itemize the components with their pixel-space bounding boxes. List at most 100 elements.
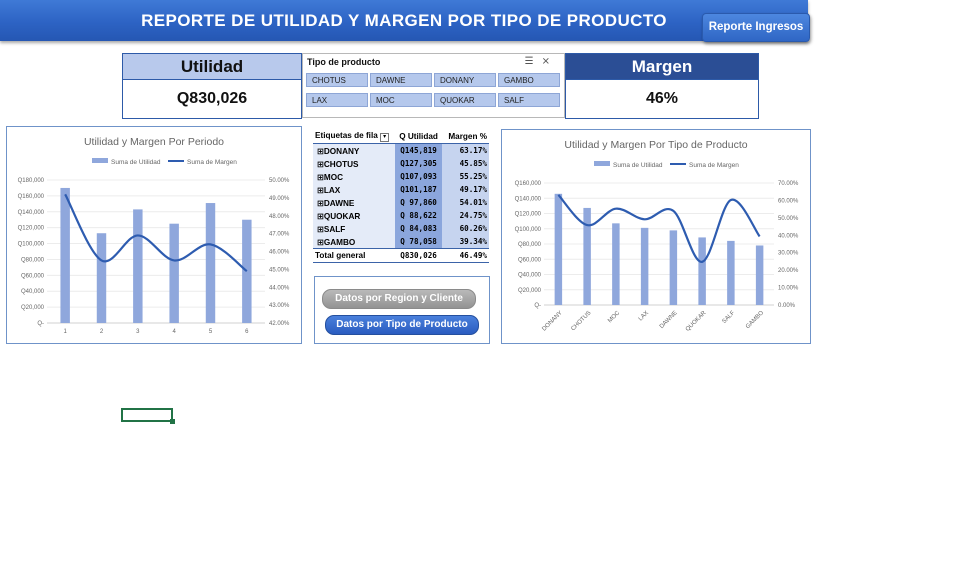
y-right-tick-label: 45.00% — [269, 267, 290, 273]
expand-icon[interactable]: ⊞ — [317, 211, 324, 221]
y-left-tick-label: Q- — [534, 303, 541, 309]
slicer-item-quokar[interactable]: QUOKAR — [434, 93, 496, 107]
table-row[interactable]: ⊞DAWNE Q 97,860 54.01% — [313, 196, 489, 209]
y-left-tick-label: Q180,000 — [18, 178, 45, 184]
expand-icon[interactable]: ⊞ — [317, 146, 324, 156]
y-left-tick-label: Q80,000 — [21, 257, 45, 263]
pivot-header-margen: Margen % — [442, 130, 489, 144]
y-left-tick-label: Q80,000 — [518, 242, 542, 248]
tipo-producto-slicer: Tipo de producto ☰⨯ CHOTUS DAWNE DONANY … — [302, 53, 565, 118]
y-right-tick-label: 43.00% — [269, 303, 290, 309]
x-tick-label: 6 — [245, 329, 249, 335]
x-tick-label: DONANY — [541, 310, 563, 332]
bar-gambo — [755, 245, 764, 305]
chart-tipo-svg: Utilidad y Margen Por Tipo de Producto Su… — [515, 139, 799, 333]
navigation-buttons-panel: Datos por Region y Cliente Datos por Tip… — [314, 276, 490, 344]
reporte-ingresos-button[interactable]: Reporte Ingresos — [702, 13, 810, 42]
x-tick-label: CHOTUS — [570, 310, 592, 332]
x-tick-label: DAWNE — [659, 310, 679, 330]
table-row[interactable]: ⊞CHOTUS Q127,305 45.85% — [313, 157, 489, 170]
y-left-tick-label: Q140,000 — [18, 210, 45, 216]
margen-kpi-label: Margen — [566, 54, 758, 80]
x-tick-label: SALF — [721, 310, 736, 325]
y-left-tick-label: Q40,000 — [518, 273, 542, 279]
legend-label-margen: Suma de Margen — [187, 159, 237, 166]
bar-3 — [133, 209, 143, 323]
y-right-tick-label: 42.00% — [269, 321, 290, 327]
slicer-item-donany[interactable]: DONANY — [434, 73, 496, 87]
y-left-tick-label: Q100,000 — [18, 242, 45, 248]
utilidad-kpi-value: Q830,026 — [176, 90, 248, 107]
selected-cell[interactable] — [121, 408, 175, 424]
slicer-item-gambo[interactable]: GAMBO — [498, 73, 560, 87]
y-right-tick-label: 46.00% — [269, 250, 290, 256]
y-left-tick-label: Q160,000 — [515, 181, 542, 187]
y-right-tick-label: 60.00% — [778, 198, 799, 204]
x-tick-label: 1 — [63, 329, 67, 335]
slicer-item-salf[interactable]: SALF — [498, 93, 560, 107]
bar-lax — [640, 227, 649, 305]
table-row[interactable]: ⊞SALF Q 84,083 60.26% — [313, 222, 489, 235]
y-right-tick-label: 50.00% — [269, 178, 290, 184]
y-left-tick-label: Q- — [37, 321, 44, 327]
filter-dropdown-icon[interactable]: ▾ — [380, 133, 390, 142]
bar-5 — [205, 203, 216, 323]
y-left-tick-label: Q120,000 — [515, 212, 542, 218]
y-right-tick-label: 0.00% — [778, 303, 796, 309]
y-left-tick-label: Q20,000 — [21, 305, 45, 311]
bar-6 — [242, 219, 252, 323]
expand-icon[interactable]: ⊞ — [317, 185, 324, 195]
slicer-item-moc[interactable]: MOC — [370, 93, 432, 107]
table-row[interactable]: ⊞QUOKAR Q 88,622 24.75% — [313, 209, 489, 222]
bar-donany — [554, 193, 563, 305]
table-row[interactable]: ⊞DONANY Q145,819 63.17% — [313, 143, 489, 157]
expand-icon[interactable]: ⊞ — [317, 237, 324, 247]
x-tick-label: GAMBO — [745, 310, 765, 330]
table-row[interactable]: ⊞GAMBO Q 78,058 39.34% — [313, 235, 489, 249]
y-right-tick-label: 10.00% — [778, 286, 799, 292]
legend-label-utilidad: Suma de Utilidad — [111, 159, 161, 166]
slicer-item-dawne[interactable]: DAWNE — [370, 73, 432, 87]
bar-4 — [169, 223, 179, 323]
slicer-item-chotus[interactable]: CHOTUS — [306, 73, 368, 87]
y-right-tick-label: 20.00% — [778, 268, 799, 274]
expand-icon[interactable]: ⊞ — [317, 224, 324, 234]
bar-salf — [727, 240, 735, 305]
bar-1 — [60, 187, 70, 323]
chart-utilidad-margen-tipo[interactable]: Utilidad y Margen Por Tipo de Producto Su… — [501, 129, 811, 344]
clear-filter-icon[interactable]: ⨯ — [541, 56, 558, 67]
margen-series-line — [64, 193, 248, 273]
y-right-tick-label: 70.00% — [778, 181, 799, 187]
slicer-item-lax[interactable]: LAX — [306, 93, 368, 107]
table-row[interactable]: ⊞MOC Q107,093 55.25% — [313, 170, 489, 183]
chart-title: Utilidad y Margen Por Periodo — [84, 136, 224, 148]
y-right-tick-label: 48.00% — [269, 214, 290, 220]
y-right-tick-label: 40.00% — [778, 233, 799, 239]
bar-moc — [612, 223, 620, 305]
y-left-tick-label: Q100,000 — [515, 227, 542, 233]
legend-label-utilidad: Suma de Utilidad — [613, 162, 663, 169]
chart-utilidad-margen-periodo[interactable]: Utilidad y Margen Por Periodo Suma de Uti… — [6, 126, 302, 344]
y-left-tick-label: Q60,000 — [518, 257, 542, 263]
bar-dawne — [669, 230, 678, 305]
report-header-banner — [0, 0, 808, 41]
expand-icon[interactable]: ⊞ — [317, 172, 324, 182]
table-row[interactable]: ⊞LAX Q101,187 49.17% — [313, 183, 489, 196]
y-left-tick-label: Q60,000 — [21, 273, 45, 279]
chart-periodo-svg: Utilidad y Margen Por Periodo Suma de Uti… — [18, 136, 290, 335]
pivot-total-row: Total general Q830,026 46.49% — [313, 248, 489, 263]
utilidad-kpi-label: Utilidad — [123, 54, 301, 80]
expand-icon[interactable]: ⊞ — [317, 159, 324, 169]
x-tick-label: QUOKAR — [685, 310, 708, 333]
report-title: REPORTE DE UTILIDAD Y MARGEN POR TIPO DE… — [141, 11, 667, 30]
utilidad-kpi-card: Utilidad Q830,026 — [122, 53, 302, 119]
chart-title: Utilidad y Margen Por Tipo de Producto — [564, 139, 747, 151]
pivot-table[interactable]: Etiquetas de fila ▾ Q Utilidad Margen % … — [313, 130, 489, 264]
datos-tipo-producto-button[interactable]: Datos por Tipo de Producto — [325, 315, 479, 335]
y-right-tick-label: 47.00% — [269, 232, 290, 238]
slicer-title: Tipo de producto — [307, 57, 381, 67]
expand-icon[interactable]: ⊞ — [317, 198, 324, 208]
multi-select-icon[interactable]: ☰ — [524, 56, 542, 67]
y-right-tick-label: 50.00% — [778, 216, 799, 222]
datos-region-cliente-button[interactable]: Datos por Region y Cliente — [322, 289, 476, 309]
